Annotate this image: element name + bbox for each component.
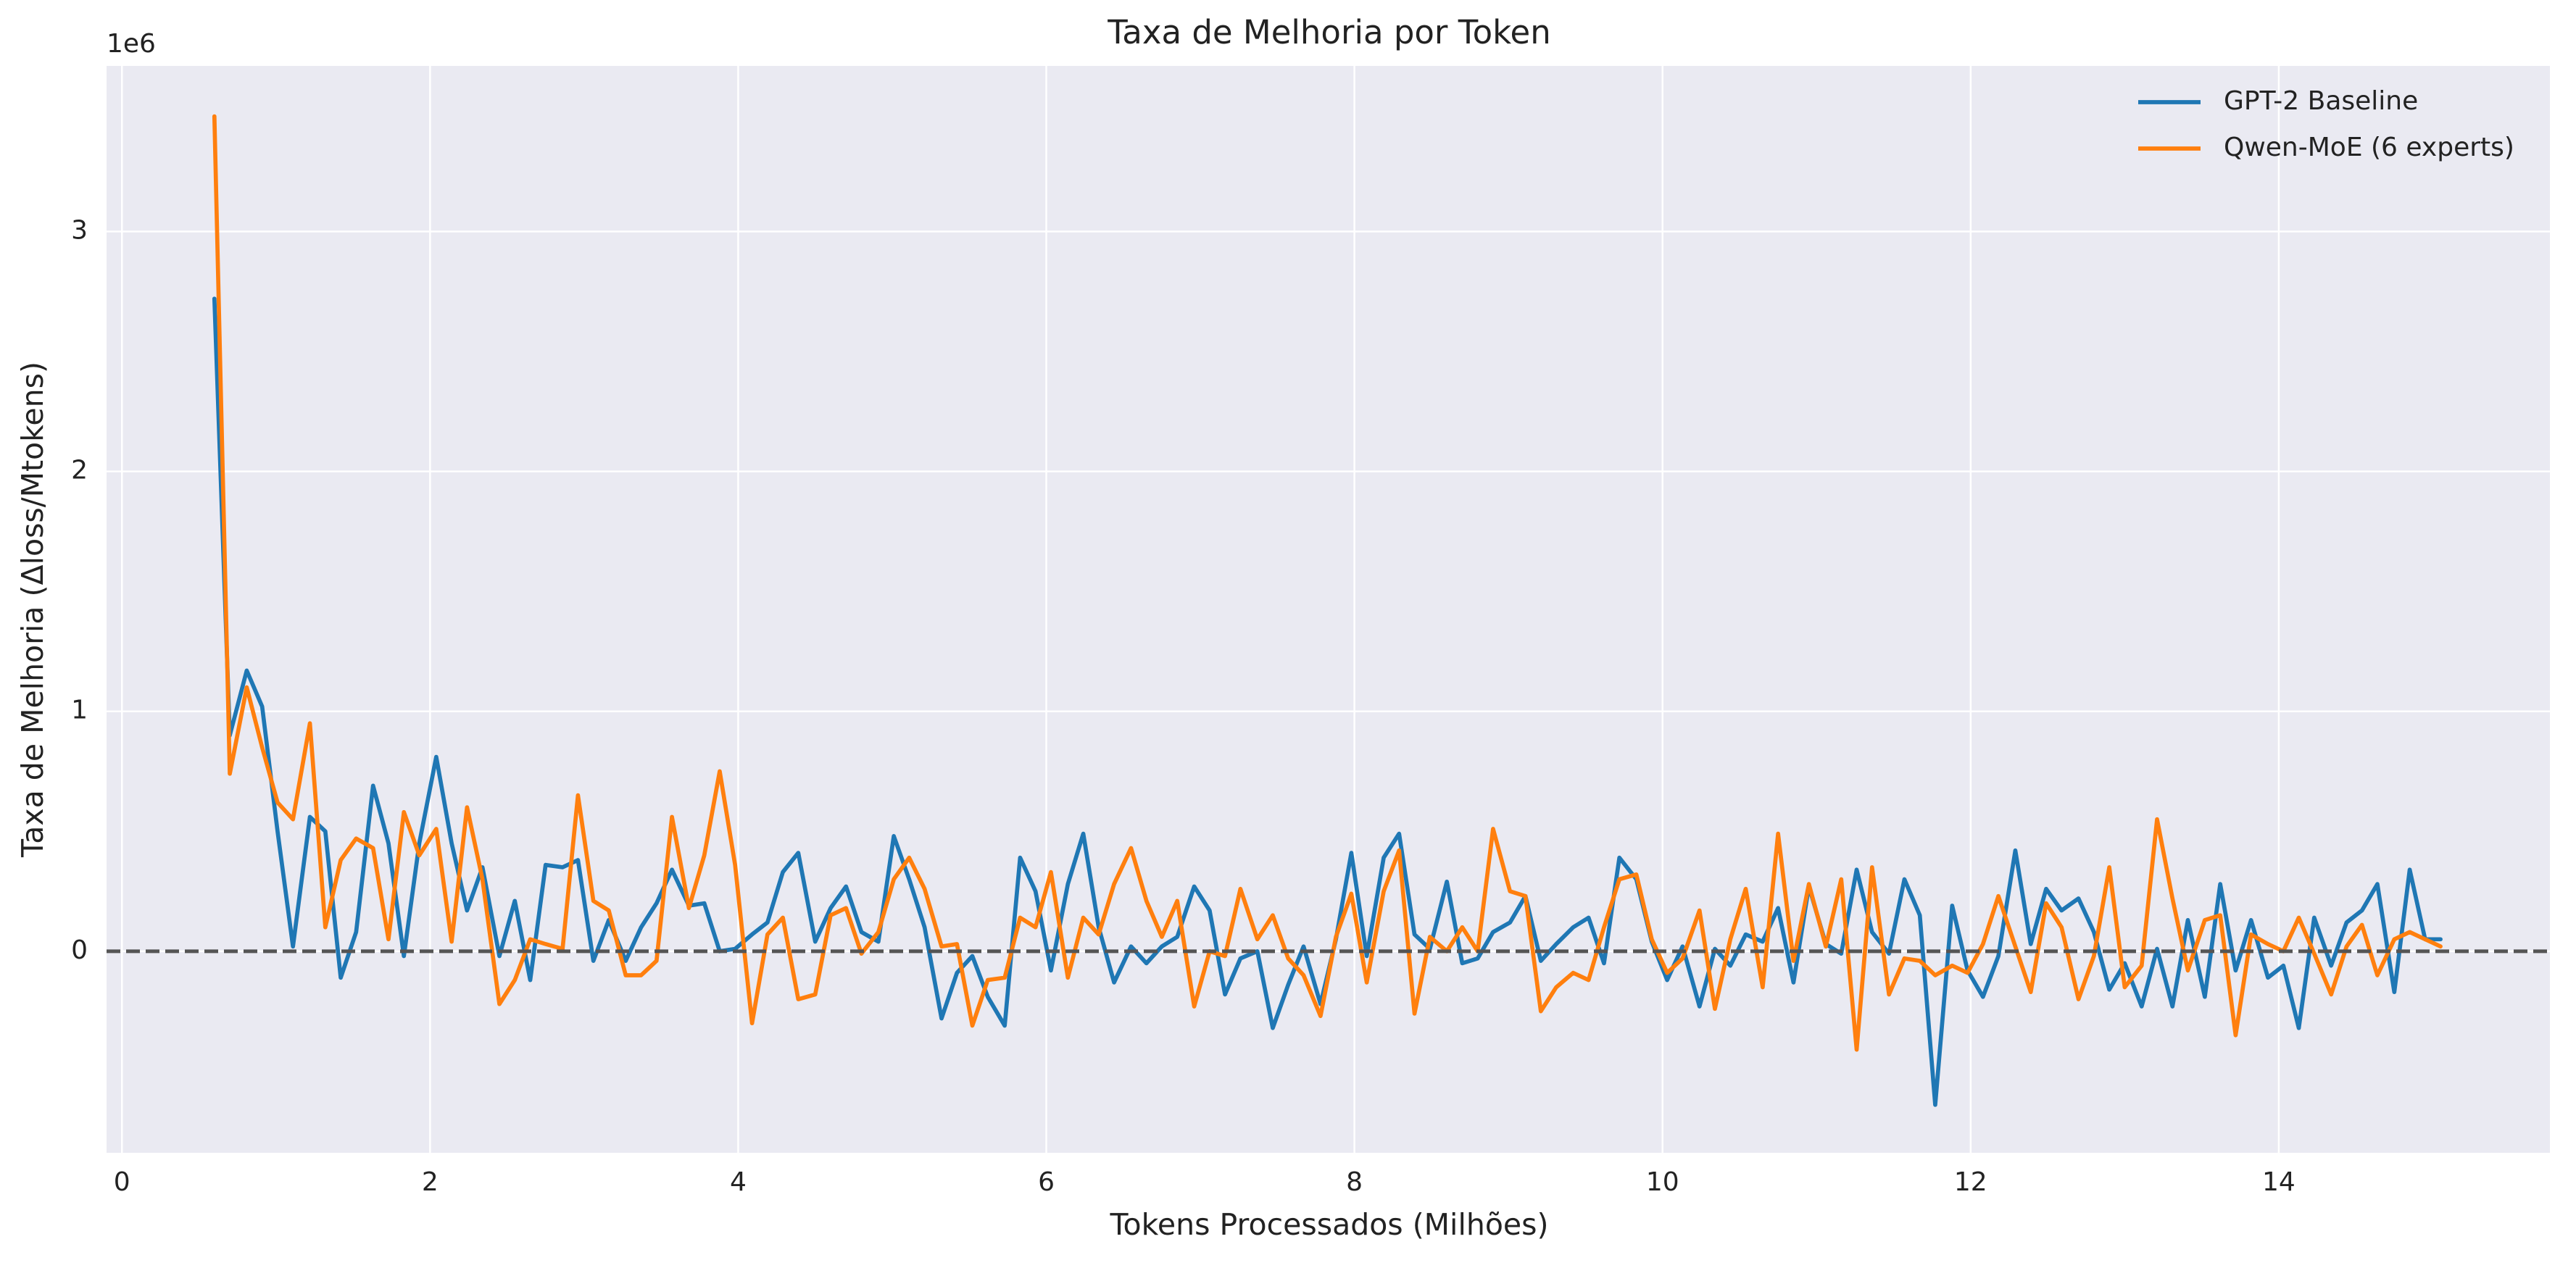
x-tick-label: 6 — [1038, 1167, 1055, 1197]
chart-title: Taxa de Melhoria por Token — [1107, 13, 1551, 51]
y-tick-label: 3 — [71, 215, 88, 245]
x-tick-label: 8 — [1346, 1167, 1363, 1197]
legend: GPT-2 Baseline Qwen-MoE (6 experts) — [2138, 86, 2514, 162]
x-tick-label: 2 — [422, 1167, 439, 1197]
x-axis-label: Tokens Processados (Milhões) — [1109, 1207, 1548, 1242]
series-line — [212, 114, 2443, 1052]
x-tick-label: 0 — [114, 1167, 130, 1197]
x-tick-label: 14 — [2262, 1167, 2295, 1197]
lines — [107, 114, 2550, 1107]
x-tick-label: 4 — [730, 1167, 747, 1197]
plot-area — [107, 66, 2550, 1153]
legend-label: GPT-2 Baseline — [2224, 86, 2418, 116]
y-offset-label: 1e6 — [107, 29, 156, 59]
legend-label: Qwen-MoE (6 experts) — [2224, 133, 2514, 162]
y-tick-label: 1 — [71, 696, 88, 725]
y-tick-label: 2 — [71, 456, 88, 485]
x-tick-label: 10 — [1646, 1167, 1679, 1197]
y-tick-label: 0 — [71, 935, 88, 965]
y-axis-label: Taxa de Melhoria (Δloss/Mtokens) — [15, 362, 50, 858]
x-tick-label: 12 — [1954, 1167, 1987, 1197]
